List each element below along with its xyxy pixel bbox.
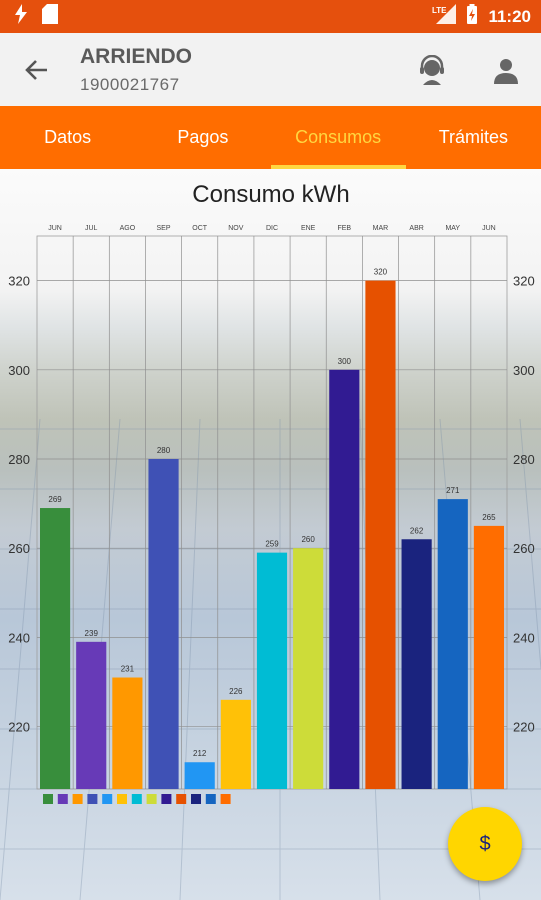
support-agent-icon[interactable] [416,54,448,87]
bar [256,552,288,789]
legend-swatch [220,794,231,804]
data-label: 231 [121,665,135,674]
x-tick-label: JUN [482,225,496,232]
legend-swatch [87,794,98,804]
legend-swatch [205,794,216,804]
account-title: ARRIENDO [80,45,193,68]
x-tick-label: ENE [301,225,316,232]
data-label: 260 [301,535,315,544]
x-tick-label: SEP [157,225,171,232]
x-tick-label: AGO [120,225,136,232]
bar [473,525,504,789]
legend-swatch [117,794,127,804]
bar [365,280,396,789]
x-tick-label: JUL [85,225,98,232]
y-tick-label: 320 [513,274,535,289]
status-bar: LTE 11:20 [0,0,541,33]
data-label: 269 [48,495,62,504]
x-tick-label: MAY [445,225,460,232]
y-tick-label: 300 [8,363,30,378]
x-axis: JUN JUL AGO SEP OCT NOV DIC ENE FEB MAR ABR MAY JUN [48,225,495,232]
legend-swatch [131,794,142,804]
y-axis-left: 220 240 260 280 300 320 [8,274,30,735]
data-label: 262 [410,526,424,535]
legend-swatch [161,794,172,804]
x-tick-label: ABR [409,225,423,232]
data-label: 271 [446,486,460,495]
bar [76,641,107,789]
back-arrow-icon[interactable] [22,55,52,85]
legend-swatch [146,794,157,804]
tab-tramites[interactable]: Trámites [438,127,509,147]
y-tick-label: 260 [8,541,30,556]
account-icon[interactable] [492,57,520,85]
legend-swatch [176,794,187,804]
tab-bar: Datos Pagos Consumos Trámites [0,106,541,169]
chart-title: Consumo kWh [192,181,349,208]
data-label: 280 [157,446,171,455]
consumption-chart: Consumo kWh 220 240 260 280 300 320 220 240 260… [0,181,541,900]
y-tick-label: 220 [513,720,535,735]
svg-text:LTE: LTE [432,6,447,15]
signal-icon: LTE [432,4,457,29]
clock: 11:20 [488,6,531,26]
legend-swatch [57,794,68,804]
bar [184,762,215,789]
bar [437,499,468,789]
data-labels: 269 239 231 280 212 226 259 260 300 320 262 271 265 [48,268,496,759]
y-axis-right: 220 240 260 280 300 320 [513,274,535,735]
data-label: 320 [374,268,388,277]
legend-swatch [72,794,83,804]
y-tick-label: 240 [513,630,535,645]
x-tick-label: DIC [266,225,278,232]
x-tick-label: OCT [192,225,208,232]
legend-swatch [102,794,113,804]
x-tick-label: JUN [48,225,62,232]
y-tick-label: 300 [513,363,535,378]
bar [112,677,143,789]
bar [40,508,71,789]
y-tick-label: 240 [8,630,30,645]
app-bar: ARRIENDO 1900021767 [0,33,541,106]
x-tick-label: MAR [373,225,389,232]
bar [401,539,432,789]
data-label: 226 [229,687,243,696]
bars [40,280,504,789]
sd-card-icon [42,4,58,29]
tab-datos[interactable]: Datos [44,127,92,147]
y-tick-label: 320 [8,274,30,289]
consumption-panel: Consumo kWh 220 240 260 280 300 320 220 240 260… [0,169,541,900]
bar [148,458,179,789]
tab-consumos[interactable]: Consumos [270,106,407,169]
y-tick-label: 260 [513,541,535,556]
data-label: 259 [265,540,279,549]
y-tick-label: 220 [8,720,30,735]
x-tick-label: NOV [228,225,244,232]
bar [293,548,324,789]
account-number: 1900021767 [80,75,180,94]
x-tick-label: FEB [337,225,351,232]
legend [43,794,231,804]
y-tick-label: 280 [513,452,535,467]
battery-icon [466,4,478,29]
y-tick-label: 280 [8,452,30,467]
flash-icon [14,4,28,29]
legend-swatch [43,794,53,804]
pay-fab-button[interactable]: $ [448,807,522,881]
bar [329,369,360,789]
data-label: 300 [338,357,352,366]
data-label: 239 [85,629,99,638]
bar [220,699,251,789]
data-label: 212 [193,749,207,758]
legend-swatch [191,794,201,804]
tab-pagos[interactable]: Pagos [177,127,229,147]
data-label: 265 [482,513,496,522]
